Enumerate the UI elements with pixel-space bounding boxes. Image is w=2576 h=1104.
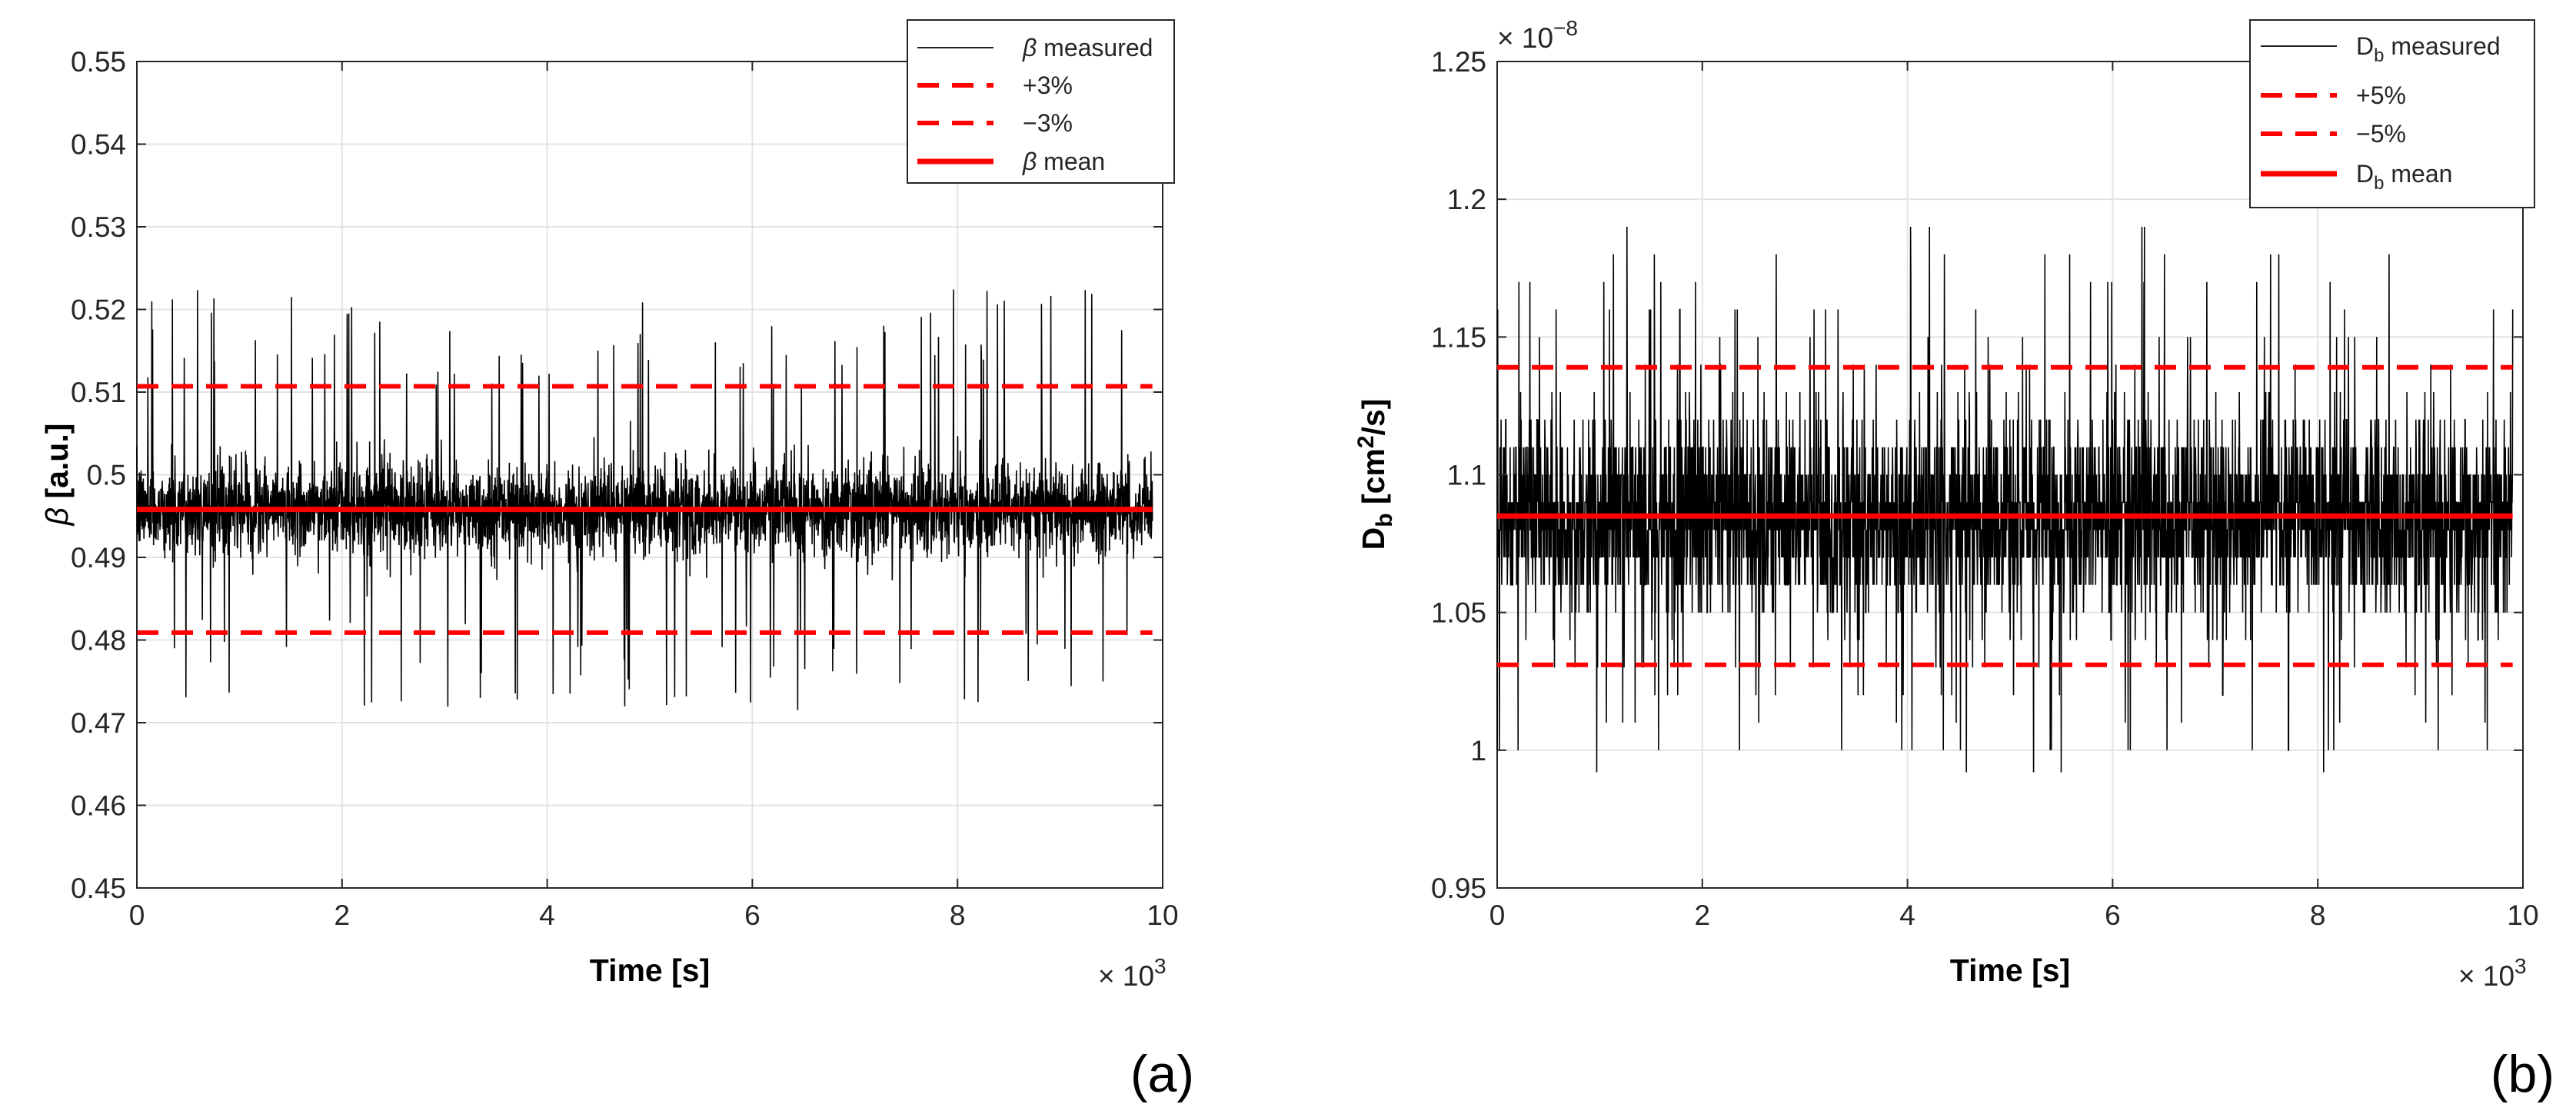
panel-a-x-multiplier: × 103: [1098, 954, 1167, 992]
panel-b-x-multiplier: × 103: [2458, 954, 2527, 992]
panel-b-legend-label-minus: −5%: [2356, 120, 2406, 148]
panel-b-x-axis-label: Time [s]: [1950, 953, 2070, 988]
panel-a-xtick-label: 10: [1147, 899, 1178, 931]
panel-b-series: [1496, 226, 2514, 773]
panel-a-ytick-label: 0.46: [71, 790, 126, 822]
panel-b-legend-label-plus: +5%: [2356, 81, 2406, 109]
panel-a-ytick-label: 0.47: [71, 707, 126, 739]
panel-a-ytick-label: 0.49: [71, 542, 126, 574]
panel-a-ytick-label: 0.48: [71, 625, 126, 657]
panel-b-y-axis-label: Db [cm2/s]: [1353, 399, 1397, 550]
panel-a-ytick-label: 0.54: [71, 129, 126, 161]
panel-a-ytick-label: 0.55: [71, 46, 126, 78]
panel-a-y-axis-unit: [a.u.]: [39, 424, 75, 507]
panel-b-ytick-label: 1: [1470, 735, 1486, 766]
panel-a-legend: β measured +3% −3% β mean: [907, 19, 1175, 184]
panel-a-xtick-label: 6: [744, 899, 760, 931]
panel-b-series-measured: [1496, 226, 2514, 773]
panel-a-ytick-label: 0.52: [71, 294, 126, 326]
panel-a-legend-label-minus: −3%: [1023, 109, 1073, 137]
panel-a-xtick-label: 0: [129, 899, 145, 931]
panel-b-xtick-label: 8: [2310, 899, 2326, 931]
panel-a-series-measured: [136, 289, 1153, 710]
panel-b-legend: Db measured +5% −5% Db mean: [2249, 19, 2535, 208]
panel-b-yticks: 0.95 1 1.05 1.1 1.15 1.2 1.25: [1431, 46, 2523, 904]
panel-b-xtick-label: 4: [1899, 899, 1915, 931]
panel-b-label: (b): [2491, 1045, 2554, 1103]
panel-a-xticks: 0 2 4 6 8 10: [129, 62, 1179, 931]
panel-a-series: [136, 289, 1153, 710]
panel-a-xtick-label: 4: [539, 899, 555, 931]
panel-a: 0.450.460.470.480.490.50.510.520.530.540…: [39, 19, 1194, 1103]
panel-a-x-axis-label: Time [s]: [590, 953, 710, 988]
panel-a-xtick-label: 8: [950, 899, 966, 931]
panel-a-ytick-label: 0.51: [71, 377, 126, 408]
panel-a-y-axis-label: β [a.u.]: [39, 424, 75, 527]
panel-a-legend-label-plus: +3%: [1023, 71, 1073, 99]
panel-b-ytick-label: 1.1: [1447, 460, 1486, 491]
panel-a-y-axis-symbol: β: [39, 507, 75, 526]
panel-a-ytick-label: 0.5: [87, 460, 126, 491]
panel-b-xtick-label: 0: [1489, 899, 1506, 931]
panel-b-ytick-label: 1.2: [1447, 184, 1486, 215]
panel-b-legend-label-measured: Db measured: [2356, 32, 2501, 66]
panel-a-xtick-label: 2: [334, 899, 351, 931]
panel-a-ytick-label: 0.45: [71, 873, 126, 904]
panel-b-ytick-label: 1.05: [1431, 597, 1486, 629]
panel-b: 0.95 1 1.05 1.1 1.15 1.2 1.25 0 2 4 6 8 10 × 10−8 T…: [1353, 16, 2554, 1103]
panel-b-ytick-label: 1.25: [1431, 46, 1486, 78]
panel-b-xticks: 0 2 4 6 8 10: [1489, 62, 2539, 931]
panel-b-xtick-label: 10: [2507, 899, 2538, 931]
panel-a-yticks: 0.45 0.46 0.47 0.48 0.49 0.5 0.51 0.52 0.53 0.54 0…: [71, 46, 1163, 904]
panel-b-legend-label-mean: Db mean: [2356, 160, 2452, 194]
panel-b-ytick-label: 1.15: [1431, 321, 1486, 353]
panel-a-legend-label-mean: β mean: [1022, 148, 1105, 175]
panel-b-y-multiplier: × 10−8: [1497, 16, 1578, 54]
panel-a-legend-label-measured: β measured: [1022, 34, 1153, 62]
panel-b-xtick-label: 6: [2105, 899, 2121, 931]
panel-b-ytick-label: 0.95: [1431, 873, 1486, 904]
panel-a-ytick-label: 0.53: [71, 211, 126, 243]
panel-b-xtick-label: 2: [1695, 899, 1711, 931]
panel-a-label: (a): [1130, 1045, 1194, 1103]
